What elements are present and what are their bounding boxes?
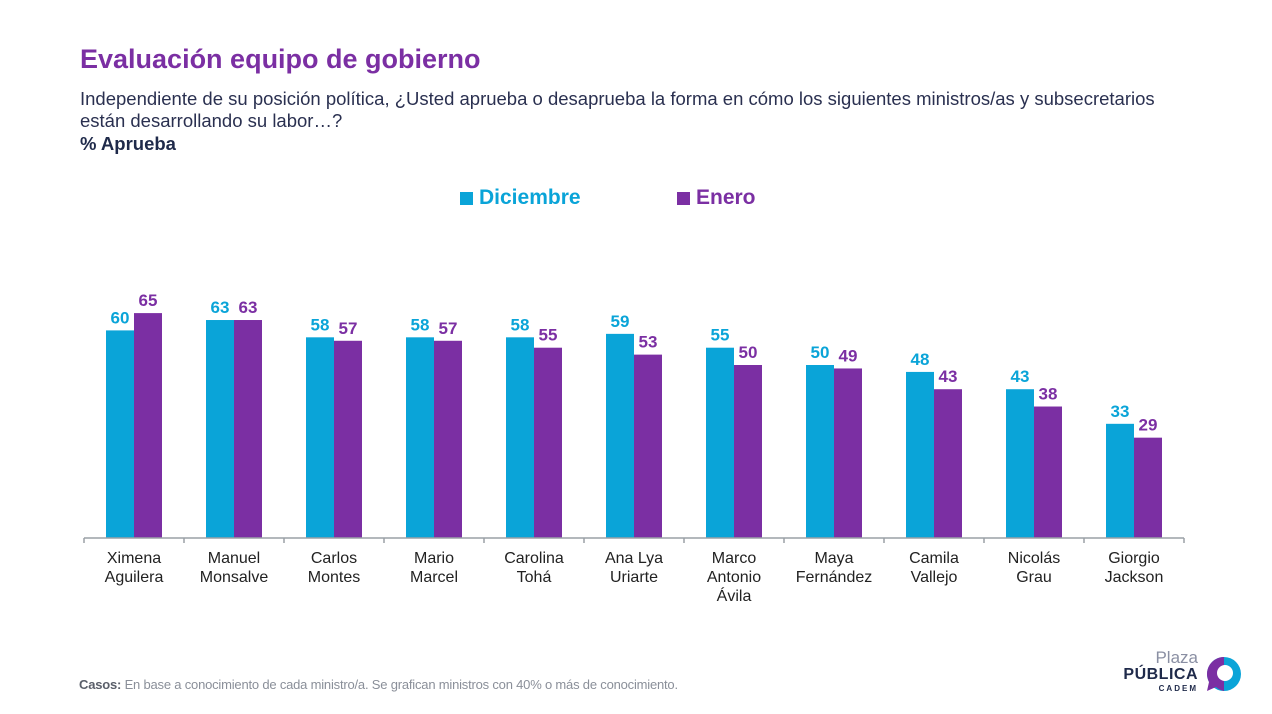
- data-label-enero-10: 29: [1139, 416, 1158, 435]
- category-label-line: Uriarte: [610, 569, 658, 586]
- footnote-text: En base a conocimiento de cada ministro/…: [124, 677, 679, 692]
- question-text: Independiente de su posición política, ¿…: [80, 88, 1155, 131]
- data-label-diciembre-5: 59: [611, 312, 630, 331]
- plaza-publica-logo: Plaza PÚBLICA CADEM: [1123, 648, 1244, 698]
- category-label-10: Giorgio Jackson: [1105, 550, 1164, 586]
- speech-bubble-icon: [1207, 657, 1241, 691]
- category-label-line: Fernández: [796, 569, 873, 586]
- category-label-line: Manuel: [208, 550, 260, 567]
- data-label-diciembre-7: 50: [811, 343, 830, 362]
- data-label-diciembre-10: 33: [1111, 402, 1130, 421]
- data-label-diciembre-0: 60: [111, 308, 130, 327]
- logo-line-plaza: Plaza: [1155, 648, 1198, 667]
- bar-diciembre-3: [406, 337, 434, 538]
- bar-diciembre-7: [806, 365, 834, 538]
- bar-diciembre-8: [906, 371, 934, 538]
- logo-line-publica: PÚBLICA: [1123, 666, 1198, 683]
- footnote: Casos: En base a conocimiento de cada mi…: [79, 677, 678, 692]
- data-label-diciembre-2: 58: [311, 315, 330, 334]
- bar-enero-8: [934, 389, 962, 538]
- data-label-enero-5: 53: [639, 333, 658, 352]
- legend-swatch-diciembre: [460, 191, 473, 205]
- data-label-diciembre-4: 58: [511, 315, 530, 334]
- category-label-line: Mario: [414, 550, 454, 567]
- category-label-line: Giorgio: [1108, 550, 1160, 567]
- bar-enero-9: [1034, 406, 1062, 538]
- category-label-line: Camila: [909, 550, 959, 567]
- bar-chart: 60 65 Ximena Aguilera 63 63 Manuel Monsalve 58 57…: [83, 291, 1185, 605]
- category-label-4: Carolina Tohá: [504, 550, 564, 586]
- logo-line-cadem: CADEM: [1158, 684, 1198, 693]
- bar-enero-2: [334, 340, 362, 538]
- category-label-line: Nicolás: [1008, 550, 1060, 567]
- category-label-9: Nicolás Grau: [1008, 550, 1060, 586]
- category-label-2: Carlos Montes: [308, 550, 360, 586]
- data-label-enero-3: 57: [439, 319, 458, 338]
- data-label-diciembre-8: 48: [911, 350, 930, 369]
- data-label-enero-8: 43: [939, 367, 958, 386]
- bar-diciembre-4: [506, 337, 534, 538]
- bar-enero-1: [234, 320, 262, 538]
- bar-enero-10: [1134, 437, 1162, 538]
- data-label-enero-9: 38: [1039, 385, 1058, 404]
- legend-label-diciembre: Diciembre: [479, 186, 581, 209]
- data-label-enero-4: 55: [539, 326, 558, 345]
- data-label-diciembre-3: 58: [411, 315, 430, 334]
- category-label-0: Ximena Aguilera: [105, 550, 164, 586]
- data-label-diciembre-1: 63: [211, 298, 230, 317]
- bar-diciembre-9: [1006, 389, 1034, 538]
- data-label-enero-7: 49: [839, 346, 858, 365]
- data-label-diciembre-6: 55: [711, 326, 730, 345]
- category-label-line: Grau: [1016, 569, 1052, 586]
- legend-label-enero: Enero: [696, 186, 756, 209]
- bar-enero-5: [634, 354, 662, 538]
- category-label-line: Maya: [814, 550, 853, 567]
- category-label-line: Carlos: [311, 550, 357, 567]
- category-label-line: Aguilera: [105, 569, 164, 586]
- category-label-line: Vallejo: [911, 569, 958, 586]
- bar-enero-0: [134, 313, 162, 538]
- bar-enero-7: [834, 368, 862, 538]
- bar-enero-4: [534, 347, 562, 538]
- data-label-diciembre-9: 43: [1011, 367, 1030, 386]
- category-label-8: Camila Vallejo: [909, 550, 959, 586]
- category-label-line: Marco: [712, 550, 757, 567]
- category-label-7: Maya Fernández: [796, 550, 873, 586]
- category-label-line: Jackson: [1105, 569, 1164, 586]
- bar-diciembre-2: [306, 337, 334, 538]
- page-title: Evaluación equipo de gobierno: [80, 44, 481, 74]
- legend-swatch-enero: [677, 191, 690, 205]
- bar-diciembre-0: [106, 330, 134, 538]
- category-label-line: Marcel: [410, 569, 458, 586]
- category-label-6: Marco Antonio Ávila: [707, 550, 761, 605]
- legend-item-diciembre: Diciembre: [460, 186, 581, 210]
- category-label-line: Antonio: [707, 569, 761, 586]
- category-label-line: Ana Lya: [605, 550, 663, 567]
- bar-diciembre-10: [1106, 423, 1134, 538]
- category-label-line: Ximena: [107, 550, 161, 567]
- category-label-line: Ávila: [717, 586, 752, 605]
- data-label-enero-0: 65: [139, 291, 158, 310]
- category-label-line: Montes: [308, 569, 360, 586]
- category-label-line: Monsalve: [200, 569, 269, 586]
- bar-enero-6: [734, 365, 762, 538]
- data-label-enero-2: 57: [339, 319, 358, 338]
- measure-label: % Aprueba: [80, 133, 176, 154]
- bar-diciembre-6: [706, 347, 734, 538]
- data-label-enero-1: 63: [239, 298, 258, 317]
- bar-diciembre-1: [206, 320, 234, 538]
- category-label-3: Mario Marcel: [410, 550, 458, 586]
- bar-enero-3: [434, 340, 462, 538]
- footnote-label: Casos:: [79, 677, 122, 692]
- category-label-1: Manuel Monsalve: [200, 550, 269, 586]
- category-label-line: Tohá: [517, 569, 552, 586]
- data-label-enero-6: 50: [739, 343, 758, 362]
- bar-diciembre-5: [606, 333, 634, 538]
- category-label-5: Ana Lya Uriarte: [605, 550, 663, 586]
- legend-item-enero: Enero: [677, 186, 756, 210]
- category-label-line: Carolina: [504, 550, 564, 567]
- chart-legend: Diciembre Enero: [0, 186, 1272, 214]
